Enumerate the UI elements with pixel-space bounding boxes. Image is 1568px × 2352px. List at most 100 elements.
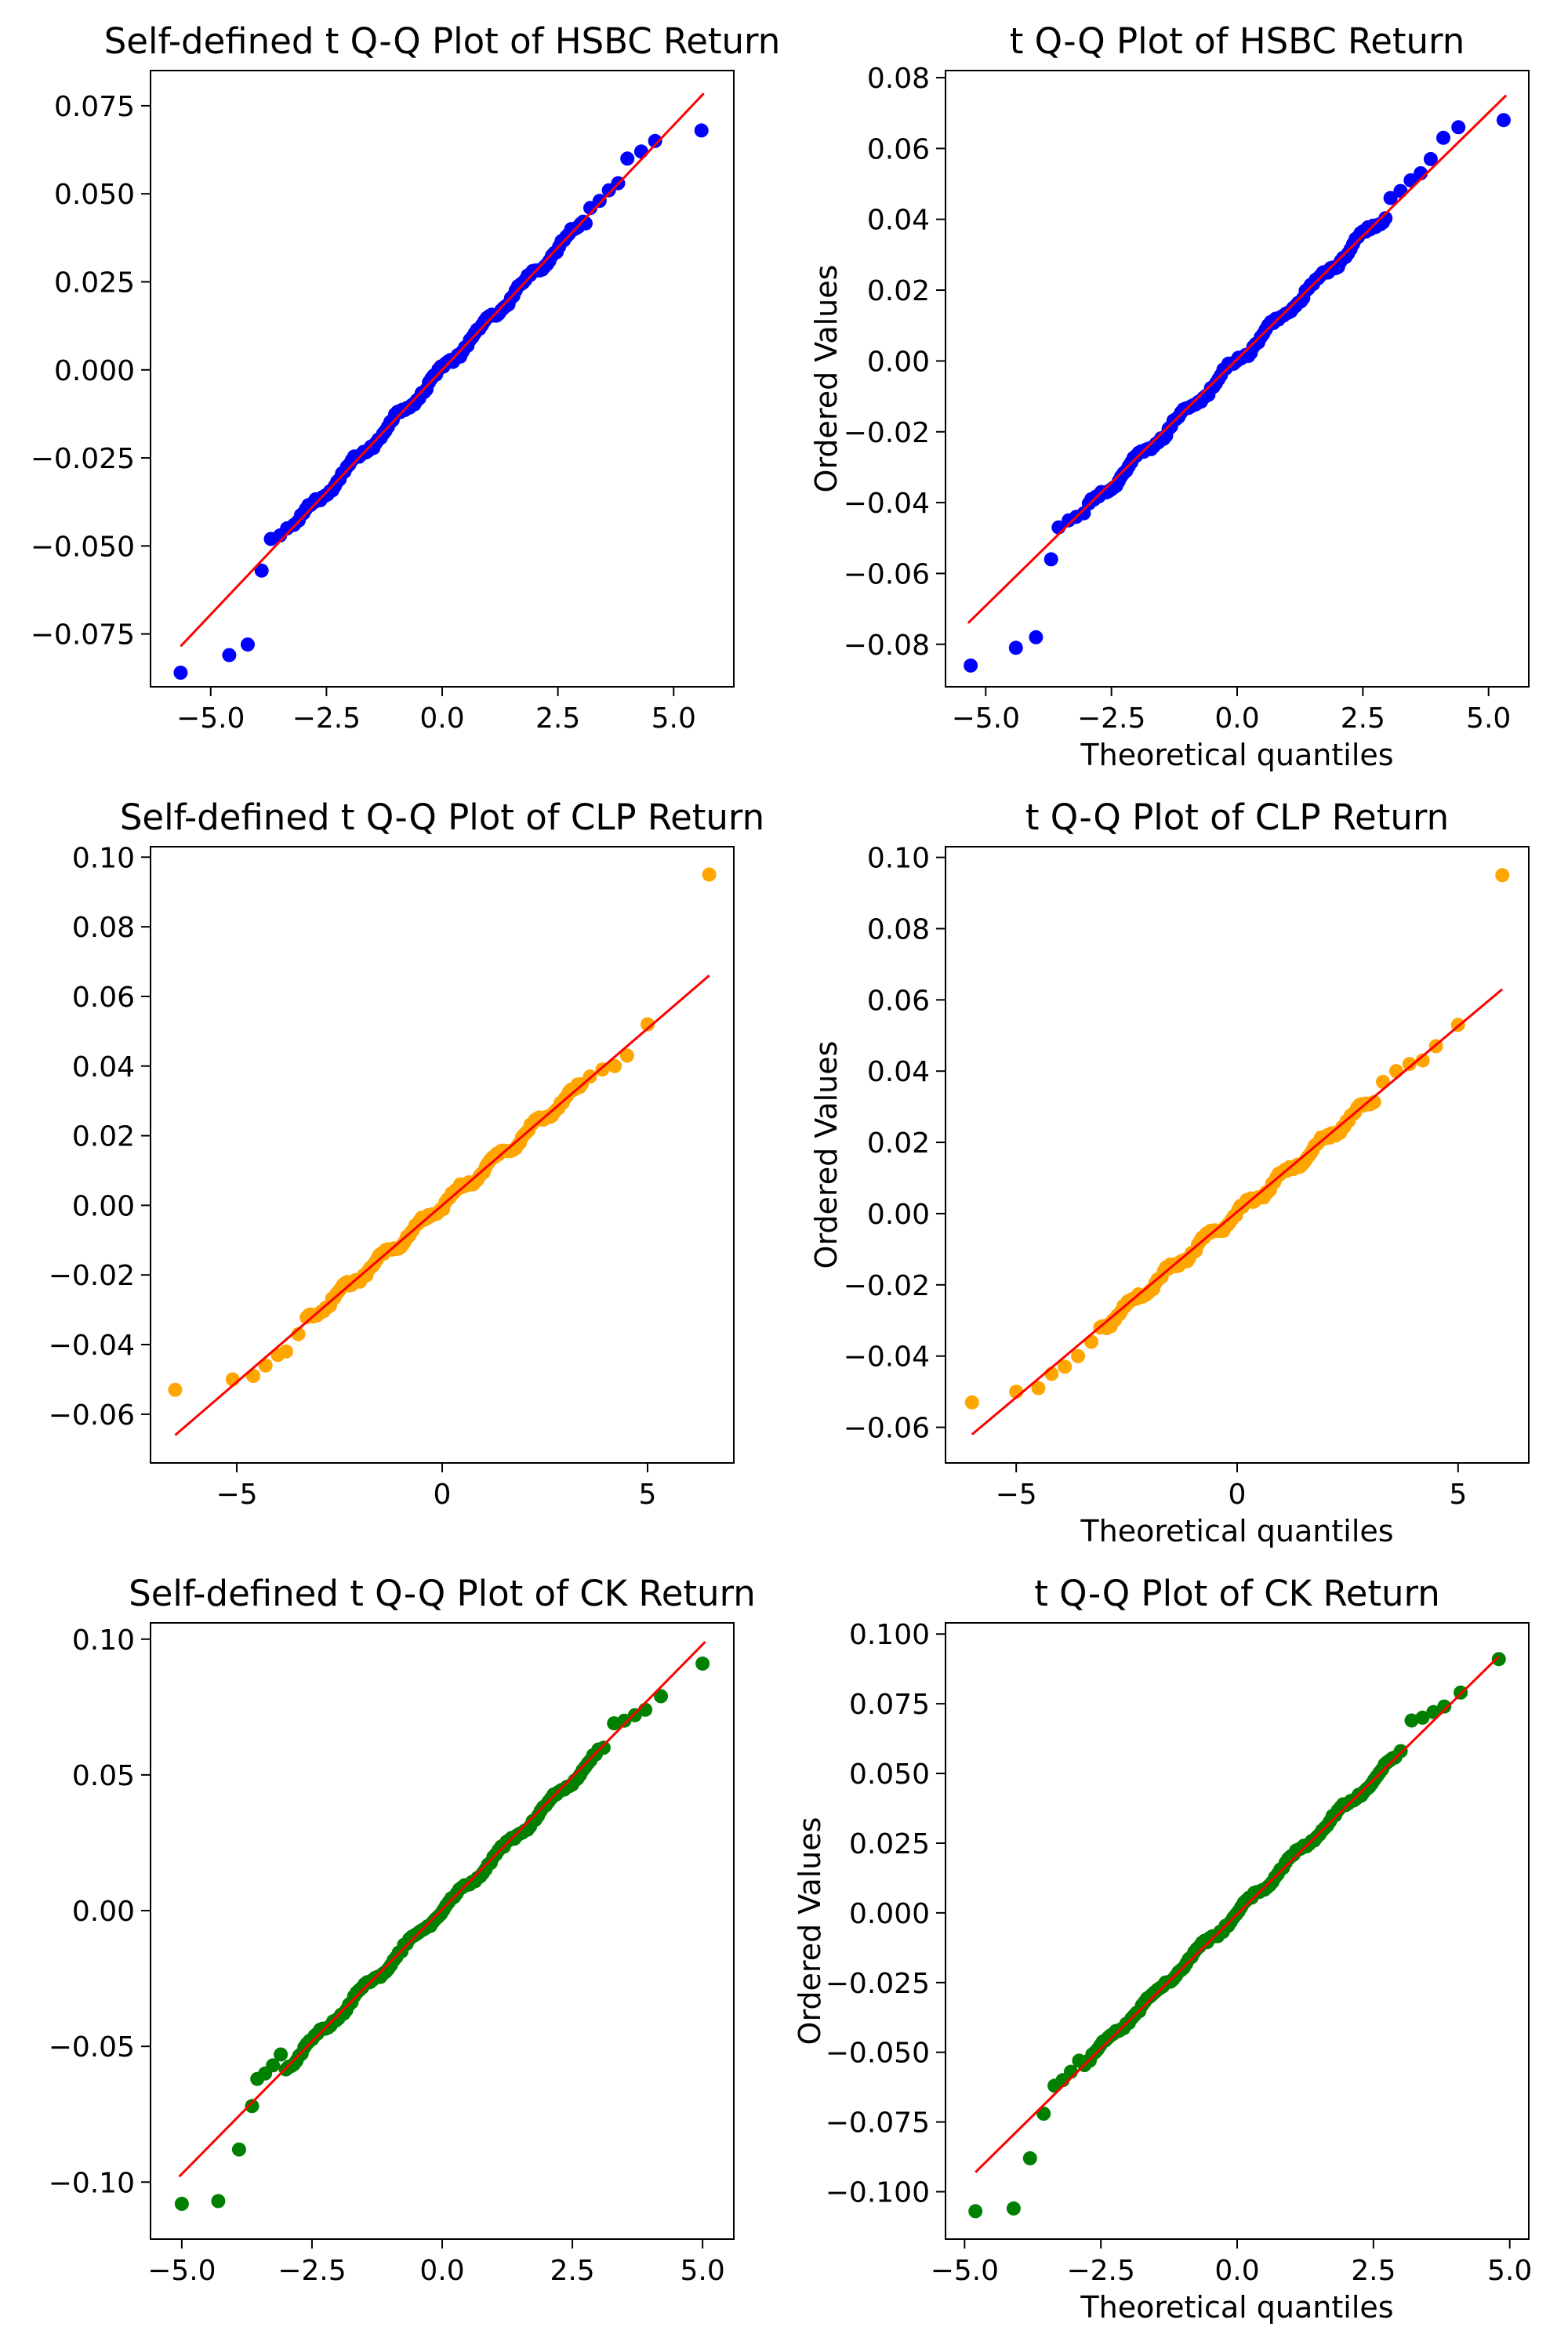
data-point [620,151,635,166]
data-point [1022,2151,1037,2165]
y-tick-label: 0.00 [867,346,930,378]
x-tick-label: 0.0 [419,2255,464,2287]
qq-panel-6: t Q-Q Plot of CK Return −5.0 −2.5 0.0 2.5 5.0… [793,1573,1532,2325]
y-tick-label: 0.08 [867,63,930,95]
y-tick-label: 0.000 [849,1898,930,1930]
chart-title: Self-defined t Q-Q Plot of CLP Return [120,797,764,838]
plot-area [964,94,1511,673]
x-tick-label: −2.5 [1077,702,1145,735]
y-tick-label: 0.04 [867,1056,930,1088]
data-point [1496,113,1511,128]
x-tick-label: 2.5 [535,702,580,735]
x-axis-label: Theoretical quantiles [1080,1514,1393,1548]
plot-area [968,1652,1506,2219]
data-point [1071,1348,1086,1363]
data-point [1058,1359,1073,1374]
data-point [231,2142,246,2157]
x-tick-label: 0 [1229,1479,1247,1511]
y-tick-label: 0.02 [72,1121,135,1153]
x-tick-label: 5.0 [1466,702,1511,735]
data-point [1436,130,1450,145]
x-tick-label: −2.5 [278,2255,346,2287]
y-tick-label: −0.04 [49,1330,135,1362]
data-point [1388,1064,1403,1079]
data-point [266,2058,281,2073]
data-point [964,658,978,673]
y-tick-label: 0.000 [54,355,135,387]
data-point [1031,1381,1046,1396]
fit-line [174,975,710,1436]
data-point [1378,211,1393,226]
y-tick-label: 0.075 [849,1689,930,1721]
data-point [222,648,237,662]
data-point [245,2099,260,2114]
data-point [1426,1704,1441,1719]
y-tick-label: −0.02 [844,417,930,449]
y-tick-label: −0.075 [31,619,135,652]
x-tick-label: 0.0 [1214,702,1259,735]
chart-title: t Q-Q Plot of CK Return [1034,1573,1440,1614]
y-tick-label: 0.10 [72,842,135,874]
data-point [694,123,709,138]
data-point [633,144,648,159]
y-tick-label: 0.10 [72,1624,135,1657]
y-axis-label: Ordered Values [809,265,844,493]
x-tick-label: −2.5 [292,702,361,735]
x-tick-label: 5.0 [1487,2255,1532,2287]
data-point [258,1358,273,1373]
data-point [278,1344,293,1359]
x-tick-label: −5.0 [931,2255,999,2287]
x-tick-label: 2.5 [1351,2255,1396,2287]
y-tick-label: 0.00 [867,1199,930,1231]
x-tick-label: 0.0 [419,702,464,735]
data-point [1415,1053,1430,1068]
y-tick-label: −0.04 [844,488,930,520]
y-tick-label: 0.06 [867,133,930,165]
plot-area [168,867,717,1436]
chart-title: t Q-Q Plot of CLP Return [1025,797,1449,838]
data-point [968,2204,983,2219]
y-tick-label: 0.100 [849,1619,930,1651]
y-tick-label: −0.04 [844,1341,930,1374]
y-axis-label: Ordered Values [809,1041,844,1269]
fit-line [971,988,1504,1436]
x-tick-label: −5.0 [952,702,1020,735]
y-tick-label: 0.02 [867,275,930,307]
y-tick-label: −0.05 [49,2031,135,2063]
y-tick-label: −0.08 [844,630,930,662]
x-tick-label: 0 [434,1479,452,1511]
fit-line [967,94,1508,624]
data-point [1008,641,1023,655]
y-tick-label: 0.00 [72,1190,135,1222]
data-point [695,1656,710,1671]
data-point [1403,173,1418,187]
data-point [654,1689,668,1704]
y-tick-label: 0.00 [72,1896,135,1928]
data-point [638,1702,653,1717]
data-point [1393,183,1408,198]
qq-panel-5: Self-defined t Q-Q Plot of CK Return −5.0… [49,1573,756,2287]
data-point [641,1017,655,1032]
qq-panel-3: Self-defined t Q-Q Plot of CLP Return −5 0… [49,797,764,1511]
data-point [1451,120,1466,135]
y-tick-label: −0.075 [826,2107,930,2140]
data-point [1076,506,1091,521]
data-point [1072,2053,1087,2068]
data-point [168,1382,183,1397]
x-axis-label: Theoretical quantiles [1080,2290,1393,2325]
data-point [1044,552,1058,567]
y-tick-label: −0.050 [826,2038,930,2070]
data-point [592,194,607,209]
fit-line [178,1641,706,2178]
data-point [617,1713,632,1728]
plot-area [174,1641,710,2211]
y-tick-label: −0.025 [31,443,135,475]
data-point [1084,1334,1098,1349]
y-tick-label: −0.06 [844,558,930,590]
y-tick-label: 0.075 [54,91,135,123]
data-point [1495,868,1510,883]
y-tick-label: 0.02 [867,1127,930,1160]
data-point [173,666,188,680]
